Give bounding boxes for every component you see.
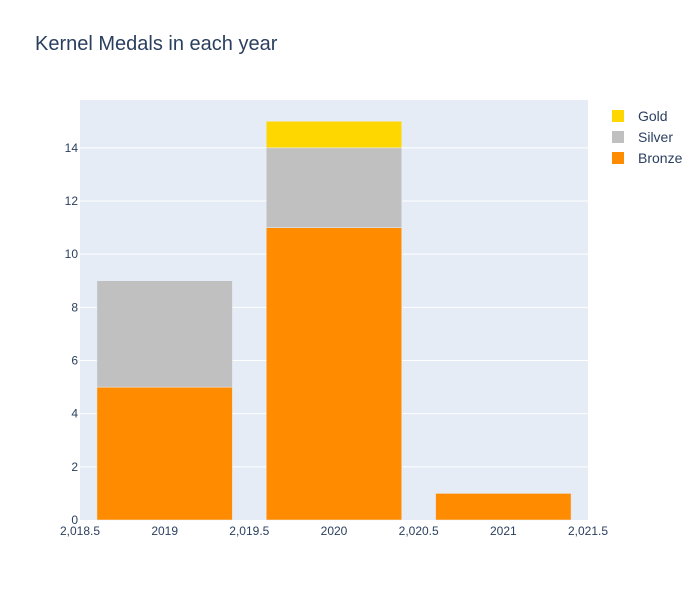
legend-item-gold[interactable]: Gold	[612, 108, 668, 124]
x-tick-label: 2019	[151, 524, 178, 538]
legend-label: Bronze	[638, 150, 683, 166]
bar-bronze-2020	[266, 227, 402, 521]
x-axis-ticks: 2,018.5 2019 2,019.5 2020 2,020.5 2021 2,021.5	[60, 524, 608, 538]
y-tick-label: 4	[71, 407, 78, 421]
x-tick-label: 2,020.5	[399, 524, 439, 538]
x-tick-label: 2,019.5	[229, 524, 269, 538]
legend-swatch	[612, 110, 624, 122]
legend-swatch	[612, 152, 624, 164]
legend-item-bronze[interactable]: Bronze	[612, 150, 683, 166]
bar-gold-2020	[266, 121, 402, 149]
x-tick-label: 2,018.5	[60, 524, 100, 538]
y-tick-label: 12	[65, 194, 79, 208]
y-axis-ticks: 0 2 4 6 8 10 12 14	[65, 141, 79, 527]
legend-item-silver[interactable]: Silver	[612, 129, 673, 145]
y-tick-label: 6	[71, 354, 78, 368]
bars-group	[96, 121, 572, 521]
y-tick-label: 8	[71, 300, 78, 314]
x-tick-label: 2021	[490, 524, 517, 538]
legend-label: Silver	[638, 129, 673, 145]
y-tick-label: 14	[65, 141, 79, 155]
x-tick-label: 2020	[321, 524, 348, 538]
x-tick-label: 2,021.5	[568, 524, 608, 538]
legend: Gold Silver Bronze	[612, 108, 683, 166]
bar-bronze-2021	[435, 493, 572, 521]
legend-label: Gold	[638, 108, 668, 124]
bar-silver-2020	[266, 147, 402, 228]
y-tick-label: 2	[71, 460, 78, 474]
y-tick-label: 10	[65, 247, 79, 261]
legend-swatch	[612, 131, 624, 143]
chart-title: Kernel Medals in each year	[35, 33, 278, 55]
bar-silver-2019	[96, 280, 233, 388]
y-tick-label: 0	[71, 513, 78, 527]
bar-bronze-2019	[96, 386, 233, 521]
